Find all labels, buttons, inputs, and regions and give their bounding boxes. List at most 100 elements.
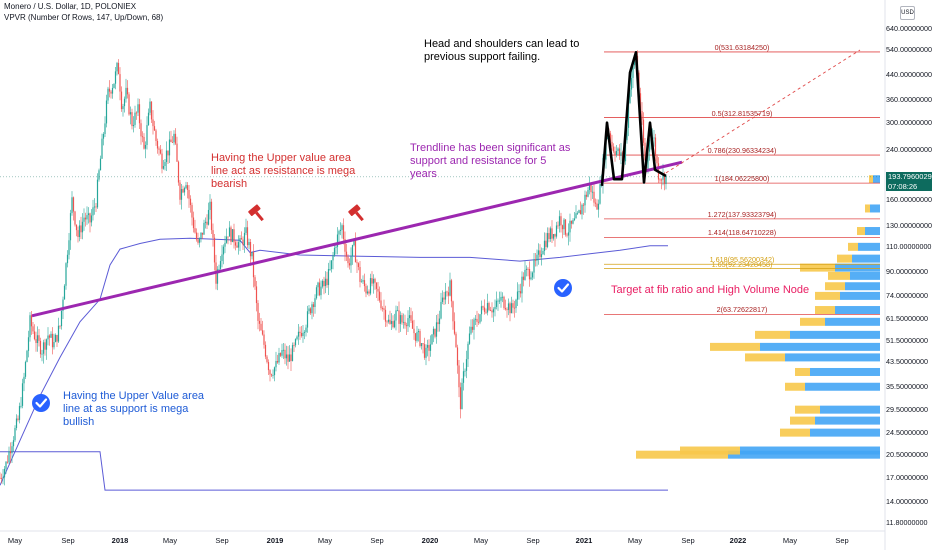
time-tick: Sep: [526, 536, 540, 545]
candle-body: [495, 300, 498, 307]
candle-body: [285, 354, 288, 359]
candle-body: [104, 123, 106, 134]
candle-body: [275, 360, 277, 368]
candle-body: [506, 309, 508, 311]
candle-body: [380, 300, 382, 309]
fib-label: 1.618(95.56200342): [709, 255, 775, 265]
candle-body: [195, 232, 198, 240]
candle-body: [44, 342, 46, 350]
candle-body: [665, 176, 667, 185]
vp-bar-down: [795, 405, 820, 414]
candle-body: [386, 321, 388, 323]
candle-body: [18, 406, 21, 420]
candle-body: [408, 315, 411, 319]
candle-body: [326, 278, 328, 286]
candle-body: [71, 197, 73, 214]
time-tick: 2022: [729, 536, 747, 545]
candle-body: [458, 365, 460, 388]
currency-badge[interactable]: USD: [900, 6, 915, 20]
candle-body: [365, 286, 367, 294]
time-tick: May: [317, 536, 333, 545]
vp-bar-down: [857, 227, 865, 236]
candle-body: [173, 133, 175, 143]
candle-body: [93, 206, 96, 208]
vp-bar-down: [755, 330, 790, 339]
candle-body: [438, 318, 441, 325]
candle-body: [353, 239, 355, 246]
candle-body: [228, 227, 231, 237]
price-tick: 360.00000000: [886, 95, 932, 105]
candle-body: [189, 198, 192, 206]
candle-body: [123, 98, 126, 107]
candle-body: [50, 333, 52, 338]
candle-body: [236, 245, 238, 248]
candle-body: [524, 269, 526, 280]
time-tick: Sep: [835, 536, 849, 545]
candle-body: [272, 375, 274, 376]
candle-body: [618, 148, 621, 156]
candle-body: [125, 87, 127, 99]
candle-body: [467, 343, 469, 360]
candle-body: [213, 237, 216, 263]
candle-body: [21, 383, 24, 406]
vp-bar-up: [845, 282, 880, 291]
price-tick: 11.80000000: [886, 518, 928, 527]
price-tick: 440.00000000: [886, 70, 932, 80]
candle-body: [137, 104, 139, 113]
candle-body: [545, 240, 547, 247]
candle-body: [72, 197, 75, 212]
fib-label: 0.5(312.81535719): [711, 108, 773, 118]
candle-body: [63, 285, 66, 300]
candle-body: [144, 145, 147, 149]
candle-body: [554, 234, 556, 237]
candle-body: [630, 77, 633, 90]
candle-body: [626, 127, 628, 141]
candle-body: [59, 325, 61, 327]
candle-body: [483, 307, 486, 312]
vp-bar-up: [728, 450, 880, 459]
candle-body: [243, 232, 246, 245]
last-price: 193.79600290: [888, 172, 932, 181]
candle-body: [339, 229, 342, 231]
candle-body: [588, 183, 591, 191]
candle-body: [543, 240, 546, 251]
candle-body: [474, 318, 477, 320]
candle-body: [78, 225, 81, 237]
candle-body: [573, 218, 576, 221]
vp-bar-down: [710, 342, 760, 351]
candle-body: [150, 101, 153, 120]
candle-body: [348, 263, 351, 266]
candle-body: [477, 321, 480, 323]
candle-body: [143, 136, 145, 149]
candle-body: [446, 291, 448, 293]
candle-body: [57, 325, 60, 342]
time-tick: 2021: [575, 536, 593, 545]
candle-body: [503, 296, 505, 309]
candle-body: [534, 259, 537, 261]
candle-body: [23, 376, 25, 384]
candle-body: [627, 103, 630, 128]
candle-body: [182, 189, 184, 193]
candle-body: [273, 367, 276, 376]
candle-body: [15, 418, 18, 428]
candle-body: [168, 139, 171, 156]
vp-bar-down: [815, 291, 840, 300]
candle-body: [572, 220, 574, 224]
candle-body: [161, 153, 163, 169]
candle-body: [68, 240, 70, 255]
candle-body: [350, 256, 352, 266]
candle-body: [504, 308, 507, 310]
candle-body: [485, 311, 487, 313]
candle-body: [177, 161, 180, 183]
bearish-hammer-icon: [348, 204, 364, 222]
candle-body: [102, 133, 105, 139]
candle-body: [38, 335, 40, 341]
candle-body: [648, 139, 651, 152]
candle-body: [158, 148, 160, 150]
candle-body: [515, 299, 517, 309]
candle-body: [53, 342, 55, 348]
candle-body: [311, 304, 313, 314]
price-tick: 540.00000000: [886, 45, 932, 55]
